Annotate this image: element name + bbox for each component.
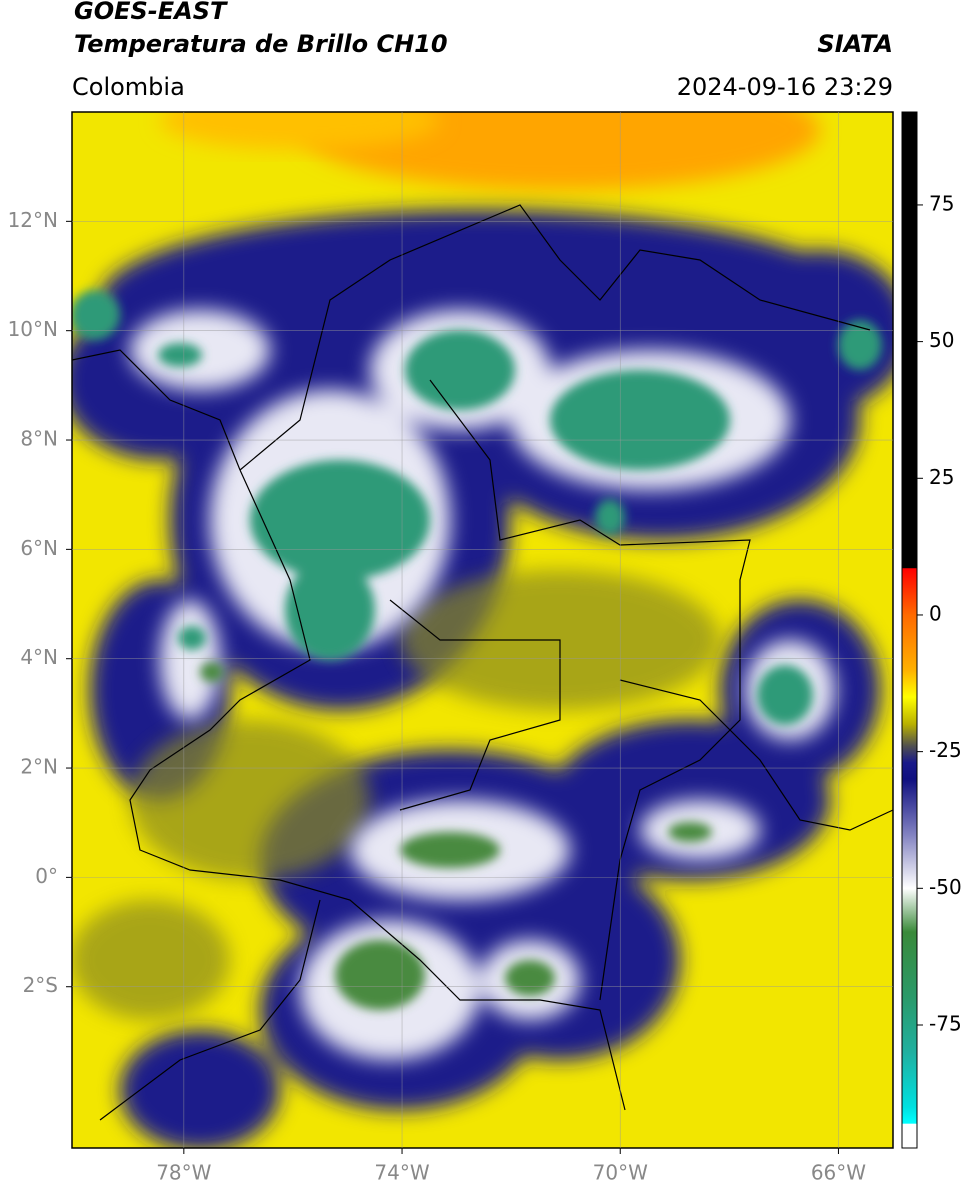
colorbar-tick-label: 25 (929, 465, 954, 489)
title: GOES-EAST (74, 0, 228, 25)
y-tick-label: 10°N (8, 317, 58, 341)
x-tick-label: 66°W (811, 1161, 866, 1185)
colorbar-tick-label: 75 (929, 191, 954, 215)
y-tick-label: 2°N (20, 755, 58, 779)
region: Colombia (72, 73, 185, 101)
y-tick-label: 2°S (23, 973, 58, 997)
y-tick-label: 4°N (20, 645, 58, 669)
colorbar-tick-label: -25 (929, 738, 962, 762)
borders (72, 204, 893, 1121)
colorbar-tick-label: -75 (929, 1011, 962, 1035)
y-tick-label: 6°N (20, 536, 58, 560)
x-tick-label: 74°W (374, 1161, 429, 1185)
y-tick-label: 0° (35, 864, 58, 888)
y-tick-label: 8°N (20, 427, 58, 451)
map-frame (71, 111, 894, 1149)
subtitle: Temperatura de Brillo CH10 (74, 30, 448, 58)
x-tick-label: 70°W (593, 1161, 648, 1185)
x-tick-label: 78°W (156, 1161, 211, 1185)
colorbar-tick-label: -50 (929, 875, 962, 899)
datetime: 2024-09-16 23:29 (677, 73, 893, 101)
y-tick-label: 12°N (8, 208, 58, 232)
source: SIATA (817, 30, 893, 58)
colorbar-tick-label: 50 (929, 328, 954, 352)
colorbar-tick-label: 0 (929, 601, 942, 625)
colorbar (901, 111, 918, 1149)
satellite-image (72, 112, 893, 1148)
